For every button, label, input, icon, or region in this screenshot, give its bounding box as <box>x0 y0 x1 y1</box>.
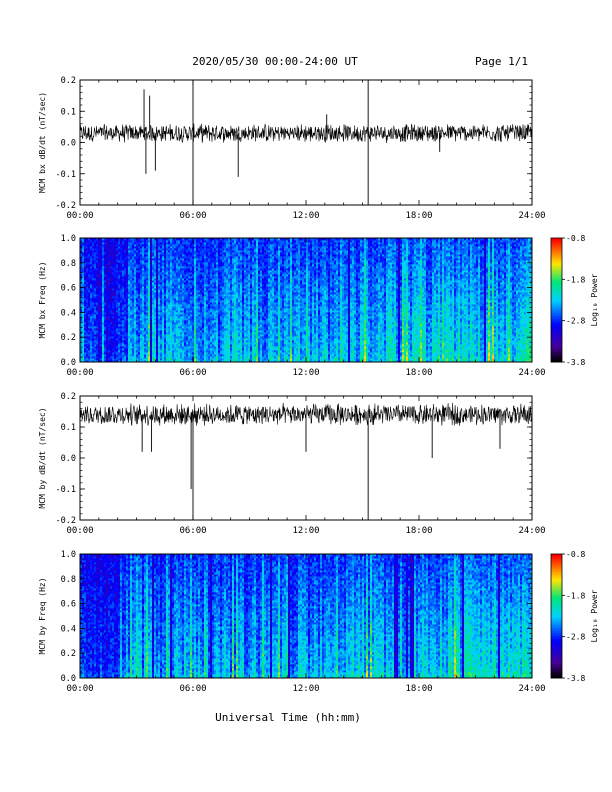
x-tick-label: 00:00 <box>66 211 93 221</box>
y-tick-label: 0.2 <box>61 392 76 402</box>
y-tick-label: 1.0 <box>61 234 76 244</box>
y-tick-label: 0.0 <box>61 139 76 149</box>
panel-3: 00:00 06:00 12:00 18:00 24:00 -0.2 -0.1 0.0 0.1 0… <box>38 392 546 536</box>
y-tick-label: 0.4 <box>61 624 76 634</box>
colorbar-tick-label: -0.8 <box>566 550 585 559</box>
x-tick-label: 18:00 <box>405 368 432 378</box>
y-axis-label: MCM bx dB/dt (nT/sec) <box>38 92 47 193</box>
y-tick-label: -0.1 <box>56 170 76 180</box>
y-axis-label: MCM bx Freq (Hz) <box>38 261 47 338</box>
page-number: Page 1/1 <box>475 55 528 68</box>
x-tick-label: 24:00 <box>518 368 545 378</box>
x-tick-label: 06:00 <box>179 526 206 536</box>
colorbar-tick-label: -2.8 <box>566 633 585 642</box>
y-tick-label: 0.4 <box>61 308 76 318</box>
x-tick-label: 06:00 <box>179 368 206 378</box>
colorbar-tick-label: -3.8 <box>566 674 585 683</box>
colorbar-label: Log₁₀ Power <box>590 273 599 326</box>
x-tick-label: 06:00 <box>179 684 206 694</box>
panel-4: -0.8 -1.8 -2.8 -3.8 Log₁₀ Power 00:00 06:00 12:… <box>38 550 599 694</box>
colorbar: -0.8 -1.8 -2.8 -3.8 Log₁₀ Power <box>550 234 599 367</box>
x-tick-label: 00:00 <box>66 368 93 378</box>
x-tick-label: 12:00 <box>292 526 319 536</box>
y-tick-label: -0.2 <box>56 516 76 526</box>
colorbar-tick-label: -2.8 <box>566 317 585 326</box>
y-tick-label: 0.8 <box>61 259 76 269</box>
colorbar-tick-label: -3.8 <box>566 358 585 367</box>
x-tick-label: 00:00 <box>66 684 93 694</box>
panels: 00:00 06:00 12:00 18:00 24:00 -0.2 -0.1 0.0 0.1 0… <box>38 76 599 694</box>
y-tick-label: 0.6 <box>61 600 76 610</box>
colorbar-tick-label: -1.8 <box>566 275 585 284</box>
y-tick-label: 0.1 <box>61 107 76 117</box>
colorbar-label: Log₁₀ Power <box>590 589 599 642</box>
x-tick-label: 24:00 <box>518 684 545 694</box>
y-tick-label: 0.2 <box>61 649 76 659</box>
y-tick-label: -0.2 <box>56 201 76 211</box>
figure-title: 2020/05/30 00:00-24:00 UT <box>192 55 358 68</box>
y-tick-label: 0.2 <box>61 333 76 343</box>
y-tick-label: 0.1 <box>61 423 76 433</box>
x-tick-label: 18:00 <box>405 211 432 221</box>
spectrogram <box>80 554 533 679</box>
y-tick-label: 0.0 <box>61 358 76 368</box>
y-tick-label: 0.8 <box>61 575 76 585</box>
x-tick-label: 24:00 <box>518 211 545 221</box>
x-tick-label: 12:00 <box>292 684 319 694</box>
x-tick-label: 24:00 <box>518 526 545 536</box>
y-tick-label: 0.6 <box>61 284 76 294</box>
series-line <box>79 123 533 144</box>
y-tick-label: 0.0 <box>61 674 76 684</box>
x-tick-label: 18:00 <box>405 526 432 536</box>
x-axis-title: Universal Time (hh:mm) <box>215 711 361 724</box>
colorbar-tick-label: -0.8 <box>566 234 585 243</box>
y-tick-label: 1.0 <box>61 550 76 560</box>
colorbar: -0.8 -1.8 -2.8 -3.8 Log₁₀ Power <box>550 550 599 683</box>
x-tick-label: 12:00 <box>292 368 319 378</box>
spectrogram <box>80 238 533 363</box>
panel-2: -0.8 -1.8 -2.8 -3.8 Log₁₀ Power 00:00 06:00 12:… <box>38 234 599 378</box>
x-tick-label: 18:00 <box>405 684 432 694</box>
x-tick-label: 12:00 <box>292 211 319 221</box>
panel-1: 00:00 06:00 12:00 18:00 24:00 -0.2 -0.1 0.0 0.1 0… <box>38 76 546 221</box>
colorbar-tick-label: -1.8 <box>566 591 585 600</box>
y-axis-label: MCM by dB/dt (nT/sec) <box>38 407 47 508</box>
x-tick-label: 06:00 <box>179 211 206 221</box>
x-tick-label: 00:00 <box>66 526 93 536</box>
y-axis-label: MCM by Freq (Hz) <box>38 577 47 654</box>
y-tick-label: 0.2 <box>61 76 76 86</box>
y-tick-label: 0.0 <box>61 454 76 464</box>
plot-frame <box>79 79 533 206</box>
y-tick-label: -0.1 <box>56 485 76 495</box>
